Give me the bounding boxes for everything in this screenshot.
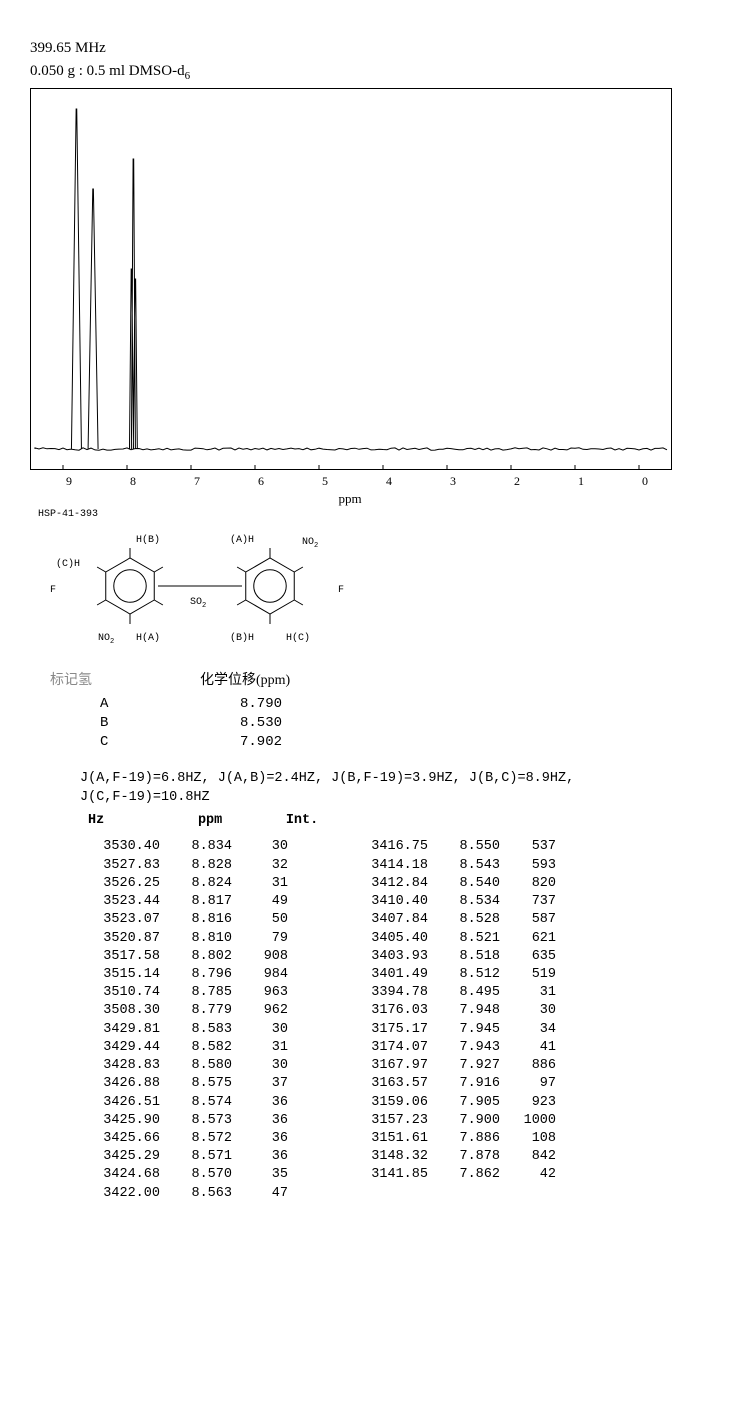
sample-sub: 6 [185,70,191,82]
x-axis-ticks: 9 8 7 6 5 4 3 2 1 0 [30,470,670,489]
peak-row: 3175.177.94534 [348,1021,556,1039]
coupling-line: J(C,F-19)=10.8HZ [80,789,716,808]
chemshift-rows: A8.790B8.530C7.902 [30,695,716,752]
svg-text:F: F [50,585,56,596]
xtick: 5 [322,474,328,489]
peak-row: 3425.298.57136 [80,1148,288,1166]
peak-row: 3422.008.56347 [80,1185,288,1203]
sample-line: 0.050 g : 0.5 ml DMSO-d6 [30,63,716,82]
peak-table: 3530.408.834303527.838.828323526.258.824… [80,838,716,1202]
peak-row: 3510.748.785963 [80,984,288,1002]
chemshift-header: 标记氢 化学位移(ppm) [50,669,716,689]
peak-row: 3429.818.58330 [80,1021,288,1039]
svg-text:NO: NO [302,537,314,548]
sample-id: HSP-41-393 [38,509,716,520]
spectrum-svg [31,89,671,469]
peak-table-header: Hz ppm Int. [88,813,716,828]
peak-row: 3394.788.49531 [348,984,556,1002]
peak-row: 3416.758.550537 [348,838,556,856]
peak-row: 3148.327.878842 [348,1148,556,1166]
peak-row: 3515.148.796984 [80,966,288,984]
peak-row: 3174.077.94341 [348,1039,556,1057]
chemshift-row: B8.530 [100,714,716,733]
peak-row: 3523.078.81650 [80,911,288,929]
peak-row: 3157.237.9001000 [348,1112,556,1130]
peak-row: 3167.977.927886 [348,1057,556,1075]
xtick: 0 [642,474,648,489]
peak-row: 3508.308.779962 [80,1002,288,1020]
peak-row: 3163.577.91697 [348,1075,556,1093]
molecule-structure: (C)HH(B)H(A)NO2F(A)HNO2(B)HH(C)FSO2 [50,526,716,651]
peak-row: 3414.188.543593 [348,857,556,875]
svg-text:2: 2 [110,638,114,646]
peak-row: 3428.838.58030 [80,1057,288,1075]
chemshift-row: C7.902 [100,733,716,752]
peak-row: 3530.408.83430 [80,838,288,856]
label-hydrogen: 标记氢 [50,669,200,689]
peak-row: 3176.037.94830 [348,1002,556,1020]
molecule-svg: (C)HH(B)H(A)NO2F(A)HNO2(B)HH(C)FSO2 [50,526,360,646]
xtick: 6 [258,474,264,489]
peak-row: 3517.588.802908 [80,948,288,966]
hdr-hz: Hz [88,813,166,828]
peak-row: 3426.888.57537 [80,1075,288,1093]
coupling-constants: J(A,F-19)=6.8HZ, J(A,B)=2.4HZ, J(B,F-19)… [80,770,716,808]
xtick: 1 [578,474,584,489]
svg-text:(B)H: (B)H [230,632,254,644]
svg-text:2: 2 [202,602,206,610]
x-axis-label: ppm [30,491,670,507]
hdr-ppm: ppm [174,813,246,828]
xtick: 3 [450,474,456,489]
svg-text:NO: NO [98,633,110,644]
peak-row: 3407.848.528587 [348,911,556,929]
peak-row: 3151.617.886108 [348,1130,556,1148]
svg-text:(C)H: (C)H [56,558,80,570]
xtick: 4 [386,474,392,489]
peak-row: 3426.518.57436 [80,1094,288,1112]
peak-row: 3520.878.81079 [80,930,288,948]
label-shift: 化学位移(ppm) [200,669,290,689]
svg-text:H(B): H(B) [136,534,160,546]
peak-row: 3425.668.57236 [80,1130,288,1148]
xtick: 2 [514,474,520,489]
frequency-line: 399.65 MHz [30,40,716,57]
peak-col-left: 3530.408.834303527.838.828323526.258.824… [80,838,288,1202]
peak-row: 3424.688.57035 [80,1166,288,1184]
peak-row: 3403.938.518635 [348,948,556,966]
svg-text:(A)H: (A)H [230,534,254,546]
nmr-spectrum [30,88,672,470]
svg-text:F: F [338,585,344,596]
sample-text: 0.050 g : 0.5 ml DMSO-d [30,63,185,79]
peak-row: 3412.848.540820 [348,875,556,893]
xtick: 7 [194,474,200,489]
svg-text:SO: SO [190,597,202,608]
svg-text:H(A): H(A) [136,632,160,644]
peak-row: 3523.448.81749 [80,893,288,911]
peak-row: 3405.408.521621 [348,930,556,948]
xtick: 9 [66,474,72,489]
svg-text:H(C): H(C) [286,632,310,644]
peak-row: 3527.838.82832 [80,857,288,875]
peak-row: 3429.448.58231 [80,1039,288,1057]
coupling-line: J(A,F-19)=6.8HZ, J(A,B)=2.4HZ, J(B,F-19)… [80,770,716,789]
peak-row: 3401.498.512519 [348,966,556,984]
peak-row: 3141.857.86242 [348,1166,556,1184]
chemshift-row: A8.790 [100,695,716,714]
peak-row: 3410.408.534737 [348,893,556,911]
xtick: 8 [130,474,136,489]
svg-text:2: 2 [314,542,318,550]
hdr-int: Int. [254,813,318,828]
peak-row: 3526.258.82431 [80,875,288,893]
peak-col-right: 3416.758.5505373414.188.5435933412.848.5… [348,838,556,1202]
peak-row: 3425.908.57336 [80,1112,288,1130]
peak-row: 3159.067.905923 [348,1094,556,1112]
